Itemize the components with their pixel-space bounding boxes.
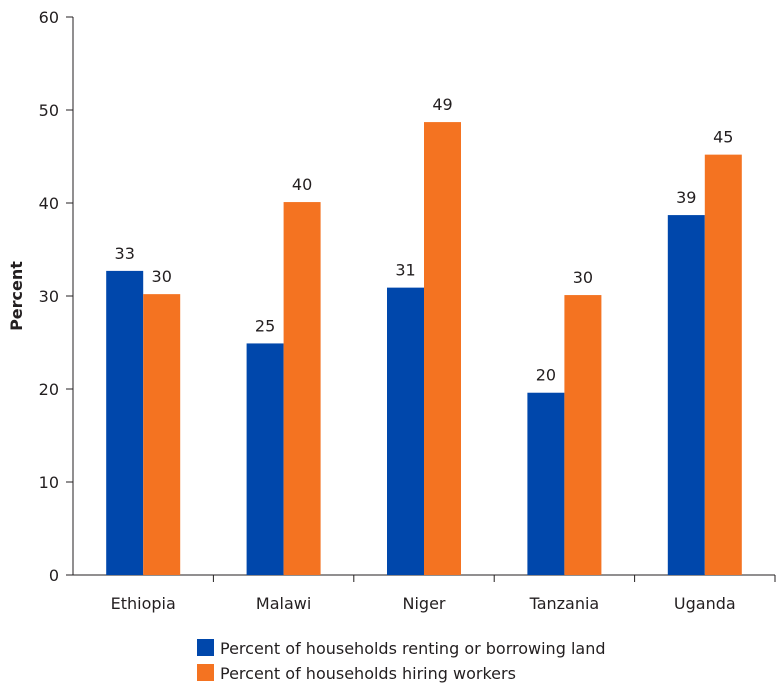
x-tick-label: Niger: [403, 594, 446, 613]
x-tick-label: Ethiopia: [111, 594, 176, 613]
data-label: 30: [152, 267, 172, 286]
y-axis: 0 10 20 30 40 50 60: [39, 8, 74, 585]
x-axis: Ethiopia Malawi Niger Tanzania Uganda: [66, 574, 776, 613]
data-label: 49: [432, 95, 452, 114]
data-labels: 33 25 31 20 39 30 40 49 30 45: [115, 95, 734, 385]
x-tick-label: Tanzania: [529, 594, 600, 613]
data-label: 31: [395, 261, 415, 280]
data-label: 39: [676, 188, 696, 207]
bars: [106, 122, 742, 575]
legend-swatch: [197, 639, 214, 656]
legend: Percent of households renting or borrowi…: [197, 639, 605, 683]
data-label: 20: [536, 366, 556, 385]
data-label: 40: [292, 175, 312, 194]
bar-ethiopia-series-1: [106, 270, 144, 575]
bar-uganda-series-1: [667, 215, 705, 575]
y-tick-label: 60: [39, 8, 59, 27]
y-tick-label: 0: [49, 566, 59, 585]
bar-tanzania-series-1: [527, 392, 565, 575]
data-label: 33: [115, 244, 135, 263]
legend-swatch: [197, 664, 214, 681]
bar-tanzania-series-2: [564, 295, 602, 575]
data-label: 45: [713, 128, 733, 147]
y-tick-label: 20: [39, 380, 59, 399]
x-tick-label: Uganda: [674, 594, 736, 613]
bar-ethiopia-series-2: [143, 294, 181, 575]
y-tick-label: 10: [39, 473, 59, 492]
y-axis-title: Percent: [7, 261, 26, 331]
legend-label: Percent of households renting or borrowi…: [220, 639, 605, 658]
legend-label: Percent of households hiring workers: [220, 664, 516, 683]
bar-niger-series-2: [424, 122, 461, 575]
bar-malawi-series-2: [283, 202, 321, 575]
y-tick-label: 30: [39, 287, 59, 306]
bar-malawi-series-1: [246, 343, 284, 575]
bar-niger-series-1: [387, 287, 424, 575]
data-label: 30: [573, 268, 593, 287]
data-label: 25: [255, 316, 275, 335]
x-tick-label: Malawi: [256, 594, 311, 613]
bar-uganda-series-2: [704, 154, 742, 575]
y-tick-label: 40: [39, 194, 59, 213]
y-tick-label: 50: [39, 101, 59, 120]
